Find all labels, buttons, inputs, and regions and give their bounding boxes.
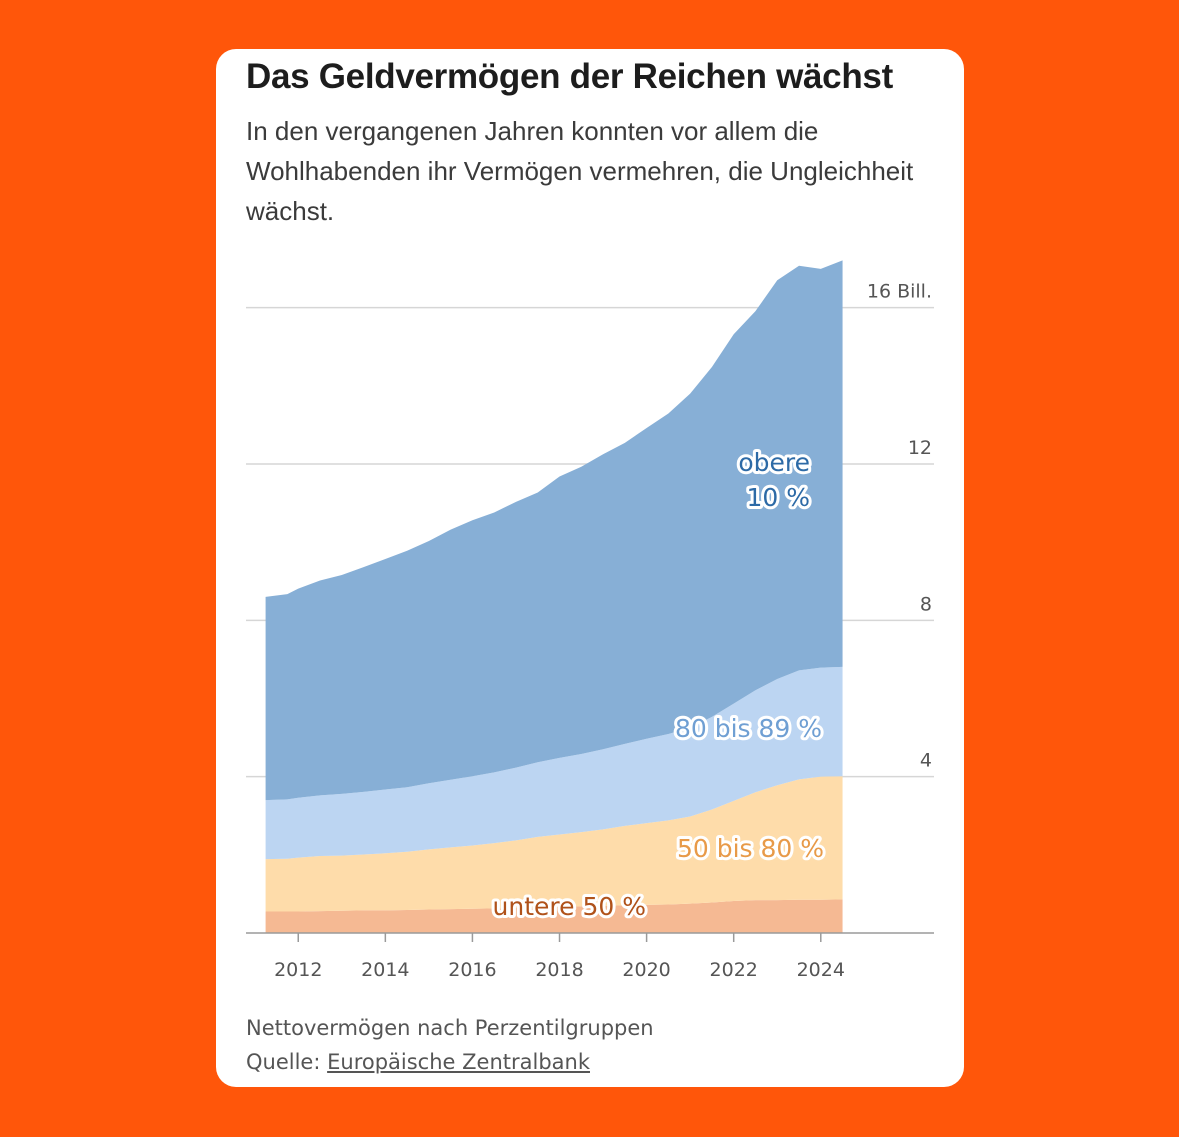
area-layers — [265, 260, 843, 933]
label-50-80: 50 bis 80 % — [677, 834, 824, 863]
chart-footer: Nettovermögen nach Perzentilgruppen Quel… — [246, 1011, 654, 1079]
label-bottom50: untere 50 % — [493, 892, 646, 921]
x-tick-label-2014: 2014 — [361, 959, 409, 981]
area-80-bis-89 — [265, 666, 843, 860]
chart-card: Das Geldvermögen der Reichen wächst In d… — [216, 49, 964, 1087]
x-tick-label-2016: 2016 — [448, 959, 496, 981]
x-tick-label-2020: 2020 — [622, 959, 670, 981]
x-tick-label-2018: 2018 — [535, 959, 583, 981]
label-top10-line2: 10 % — [746, 483, 810, 512]
label-80-89: 80 bis 89 % — [675, 714, 822, 743]
y-tick-label-4: 4 — [920, 750, 932, 772]
y-tick-label-16: 16 Bill. — [867, 281, 932, 303]
source-link[interactable]: Europäische Zentralbank — [327, 1050, 590, 1074]
y-tick-label-12: 12 — [908, 437, 932, 459]
y-tick-label-8: 8 — [920, 593, 932, 615]
x-axis-ticks: 2012 2014 2016 2018 2020 2022 2024 — [274, 933, 845, 981]
area-untere-50 — [265, 899, 843, 933]
source-prefix: Quelle: — [246, 1050, 328, 1074]
chart-subtitle: In den vergangenen Jahren konnten vor al… — [246, 116, 914, 226]
x-tick-label-2012: 2012 — [274, 959, 322, 981]
stacked-area-chart: 2012 2014 2016 2018 2020 2022 2024 4 8 12 16 Bill… — [246, 260, 934, 981]
area-obere-10 — [265, 260, 843, 801]
label-top10-line1: obere — [738, 448, 810, 477]
footer-note: Nettovermögen nach Perzentilgruppen — [246, 1016, 654, 1040]
x-tick-label-2022: 2022 — [710, 959, 758, 981]
area-50-bis-80 — [265, 776, 843, 912]
y-axis-tick-labels: 4 8 12 16 Bill. — [867, 281, 932, 772]
x-tick-label-2024: 2024 — [797, 959, 845, 981]
footer-source: Quelle: Europäische Zentralbank — [246, 1045, 654, 1079]
area-labels: obere 10 % 80 bis 89 % 50 bis 80 % unter… — [490, 445, 827, 924]
chart-title: Das Geldvermögen der Reichen wächst — [246, 57, 893, 96]
